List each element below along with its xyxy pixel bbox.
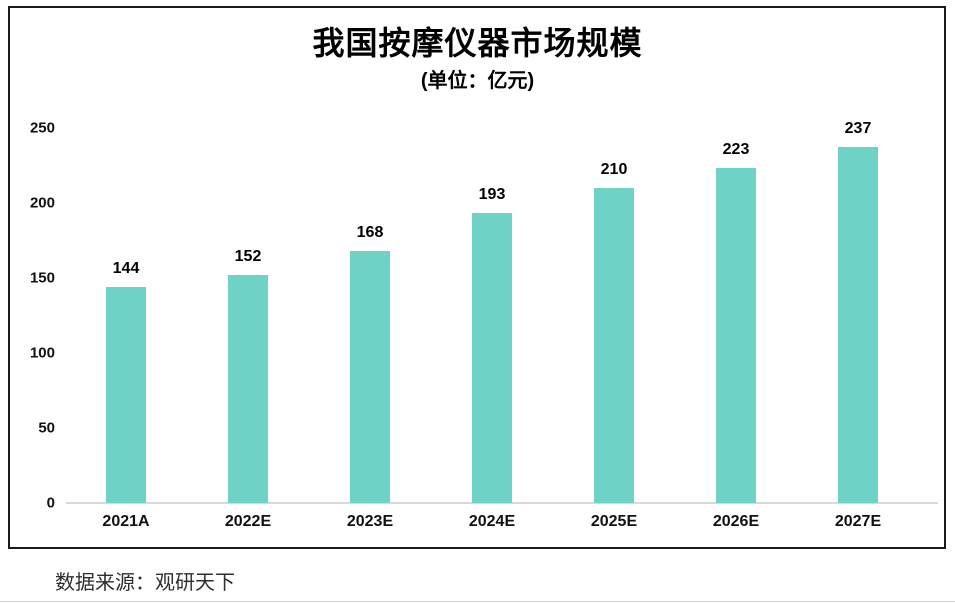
bottom-divider	[0, 601, 955, 602]
y-tick-label: 250	[29, 119, 55, 137]
y-tick-label: 150	[29, 269, 55, 287]
x-tick-label: 2021A	[102, 513, 150, 530]
x-tick-label: 2022E	[224, 513, 272, 530]
bar-2023E	[350, 251, 390, 503]
bar-value-label: 210	[600, 161, 628, 178]
bar-value-label: 152	[234, 248, 262, 265]
bar-2027E	[838, 147, 878, 503]
bar-2025E	[594, 188, 634, 503]
bar-value-label: 193	[478, 186, 506, 203]
bar-2021A	[106, 287, 146, 503]
y-tick-label: 100	[29, 344, 55, 362]
bar-2022E	[228, 275, 268, 503]
bar-2024E	[472, 213, 512, 503]
x-tick-label: 2024E	[468, 513, 516, 530]
bar-value-label: 237	[844, 120, 872, 137]
chart-title: 我国按摩仪器市场规模	[312, 25, 643, 61]
bar-value-label: 168	[356, 224, 384, 241]
chart-subtitle: (单位：亿元)	[420, 70, 535, 92]
x-tick-label: 2027E	[834, 513, 882, 530]
x-tick-label: 2026E	[712, 513, 760, 530]
bar-2026E	[716, 168, 756, 503]
bar-value-label: 223	[722, 141, 750, 158]
y-tick-label: 0	[46, 494, 55, 512]
y-tick-label: 50	[38, 419, 55, 437]
y-tick-label: 200	[29, 194, 55, 212]
x-tick-label: 2025E	[590, 513, 638, 530]
x-axis-line	[66, 502, 938, 504]
bar-value-label: 144	[112, 260, 140, 277]
source-note: 数据来源：观研天下	[55, 572, 235, 594]
x-tick-label: 2023E	[346, 513, 394, 530]
